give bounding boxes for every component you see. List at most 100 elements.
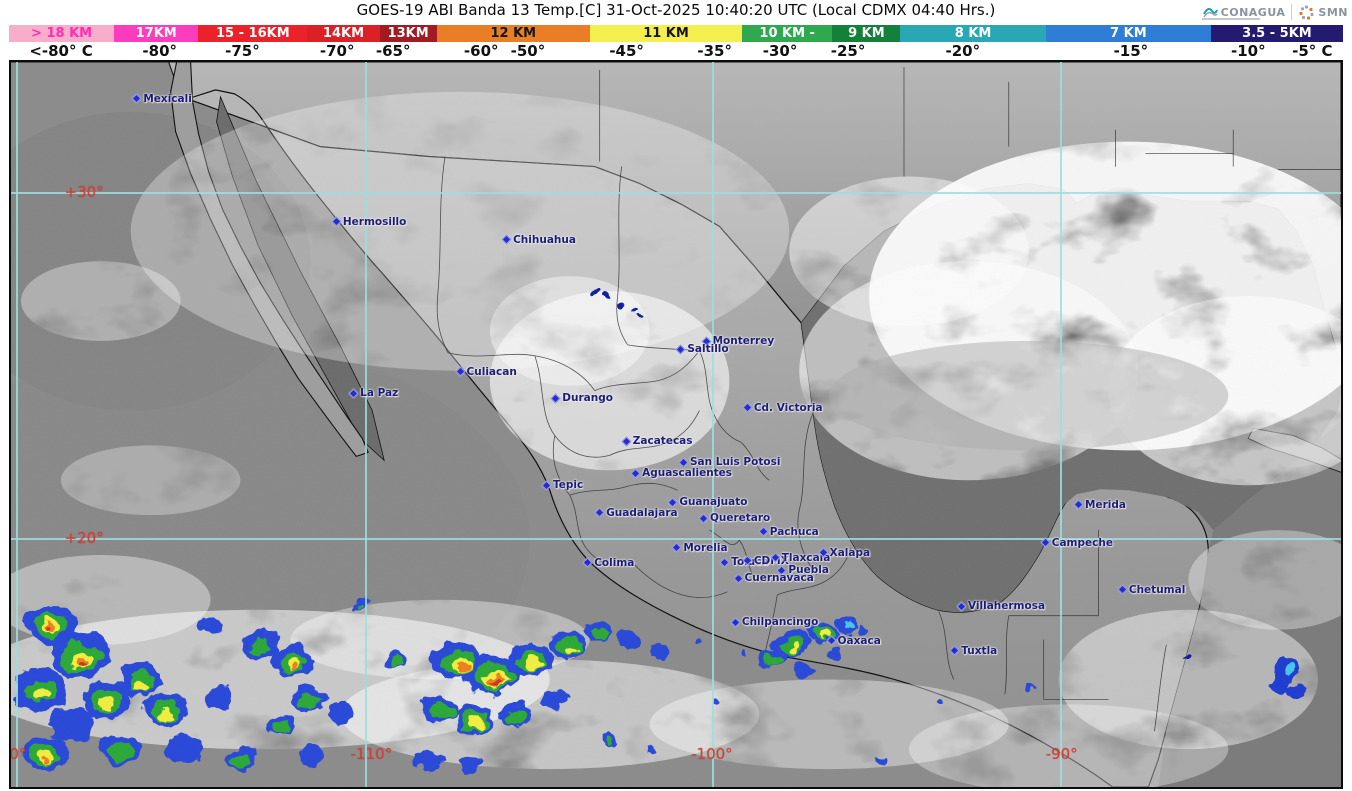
grid-meridian-0 — [16, 62, 19, 787]
altitude-color-scale: > 18 KM 17KM 15 - 16KM 14KM 13KM 12 KM 11 KM 10… — [9, 25, 1343, 42]
city-chihuahua: Chihuahua — [501, 234, 576, 246]
city-marker-icon — [742, 402, 753, 413]
city-marker-icon — [1040, 537, 1051, 548]
city-label: Chetumal — [1128, 583, 1186, 596]
city-oaxaca: Oaxaca — [826, 635, 881, 647]
city-label: Monterrey — [712, 335, 775, 348]
city-label: Morelia — [683, 541, 728, 554]
city-label: Cuernavaca — [744, 572, 814, 585]
city-label: Villahermosa — [967, 600, 1046, 613]
city-label: Aguascalientes — [642, 467, 733, 480]
city-marker-icon — [671, 542, 682, 553]
smn-logo: SMN — [1298, 4, 1348, 21]
temp-label-0: <-80° C — [29, 42, 93, 60]
city-marker-icon — [678, 457, 689, 468]
temp-label-10: -25° — [830, 42, 866, 60]
city-culiacan: Culiacan — [455, 365, 517, 378]
city-label: Campeche — [1051, 536, 1113, 549]
city-marker-icon — [621, 436, 632, 447]
city-label: Guanajuato — [679, 496, 748, 509]
temp-label-5: -60° — [463, 42, 499, 60]
city-marker-icon — [956, 601, 967, 612]
city-puebla: Puebla — [776, 564, 829, 577]
city-tlaxcala: Tlaxcala — [770, 551, 831, 564]
city-label: Tlaxcala — [781, 551, 831, 564]
city-queretaro: Queretaro — [698, 512, 771, 525]
city-marker-icon — [582, 558, 593, 568]
temp-label-13: -10° — [1230, 42, 1266, 60]
temp-label-4: -65° — [375, 42, 411, 60]
city-label: Zacatecas — [632, 435, 693, 448]
city-label: Chilpancingo — [741, 616, 819, 629]
grid-meridian-label-3: -90° — [1045, 744, 1078, 763]
city-marker-icon — [1117, 584, 1128, 595]
scale-segment-1: 17KM — [114, 25, 199, 42]
grid-parallel-1 — [11, 537, 1341, 540]
city-marker-icon — [630, 468, 641, 479]
city-label: Tuxtla — [961, 644, 998, 657]
city-label: San Luis Potosi — [689, 456, 781, 469]
agency-logos: CONAGUA SMN — [1201, 1, 1348, 23]
city-marker-icon — [949, 645, 960, 656]
city-campeche: Campeche — [1040, 536, 1113, 549]
scale-segment-6: 11 KM — [589, 25, 743, 42]
city-marker-icon — [501, 234, 512, 245]
grid-meridian-1 — [364, 62, 367, 787]
city-label: Puebla — [788, 564, 829, 577]
grid-meridian-label-0: -120° — [9, 744, 27, 763]
satellite-imagery — [11, 62, 1341, 787]
scale-segment-9: 8 KM — [900, 25, 1046, 42]
city-colima: Colima — [582, 556, 635, 569]
grid-meridian-2 — [711, 62, 714, 787]
city-marker-icon — [667, 497, 678, 508]
city-label: Culiacan — [466, 365, 517, 378]
city-marker-icon — [770, 552, 781, 563]
city-marker-icon — [758, 526, 769, 537]
city-label: Tepic — [553, 479, 584, 492]
city-label: Durango — [562, 392, 613, 405]
scale-segment-10: 7 KM — [1045, 25, 1211, 42]
temp-label-6: -50° — [510, 42, 546, 60]
city-tepic: Tepic — [541, 479, 584, 492]
city-san-luis-potosi: San Luis Potosi — [678, 456, 781, 469]
temp-label-14: -5° C — [1292, 42, 1333, 60]
smn-swirl-icon — [1299, 4, 1315, 20]
scale-segment-8: 9 KM — [832, 25, 901, 42]
city-label: Cd. Victoria — [753, 401, 823, 414]
conagua-wave-icon — [1202, 8, 1218, 18]
city-guadalajara: Guadalajara — [594, 507, 678, 519]
city-marker-icon — [698, 513, 709, 523]
satellite-map: -120° -110° -100° -90° +30° +20° Mexicali Hermo… — [9, 60, 1343, 789]
city-pachuca: Pachuca — [758, 525, 819, 538]
conagua-wordmark: CONAGUA — [1220, 5, 1286, 19]
city-morelia: Morelia — [671, 541, 728, 554]
city-label: Colima — [594, 556, 635, 569]
grid-meridian-label-2: -100° — [691, 744, 733, 763]
scale-segment-7: 10 KM - — [742, 25, 833, 42]
temp-label-11: -20° — [945, 42, 981, 60]
smn-wordmark: SMN — [1318, 5, 1348, 19]
city-marker-icon — [730, 617, 741, 628]
temp-label-12: -15° — [1113, 42, 1149, 60]
city-marker-icon — [331, 216, 342, 227]
city-chilpancingo: Chilpancingo — [730, 616, 819, 629]
scale-segment-3: 14KM — [307, 25, 380, 42]
city-label: Pachuca — [769, 525, 819, 538]
scale-segment-5: 12 KM — [436, 25, 590, 42]
city-marker-icon — [826, 635, 837, 646]
city-marker-icon — [131, 94, 142, 104]
conagua-logo: CONAGUA — [1201, 4, 1286, 20]
city-merida: Merida — [1073, 499, 1126, 511]
grid-parallel-label-0: +30° — [64, 182, 104, 201]
temp-label-9: -30° — [762, 42, 798, 60]
grid-meridian-3 — [1060, 62, 1063, 787]
temp-label-8: -35° — [697, 42, 732, 60]
image-grain — [11, 62, 1341, 787]
city-label: Queretaro — [709, 512, 771, 525]
logo-separator — [1291, 4, 1293, 20]
temp-label-1: -80° — [142, 42, 178, 60]
city-marker-icon — [733, 573, 743, 584]
city-xalapa: Xalapa — [818, 547, 870, 559]
image-title: GOES-19 ABI Banda 13 Temp.[C] 31-Oct-202… — [356, 1, 996, 19]
city-cuernavaca: Cuernavaca — [733, 572, 814, 585]
